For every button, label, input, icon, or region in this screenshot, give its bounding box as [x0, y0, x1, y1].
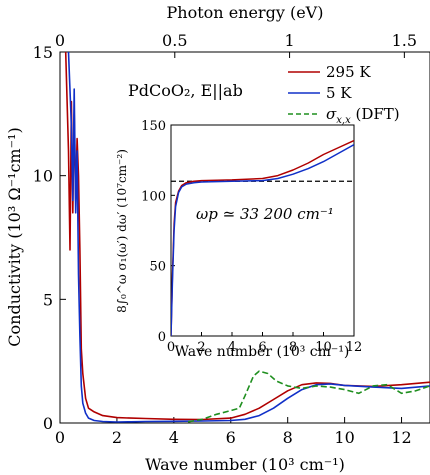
- inset-x-tick-label: 10: [315, 340, 332, 355]
- top-tick-label: 0.5: [162, 31, 187, 50]
- x-tick-label: 12: [391, 428, 411, 447]
- legend-dft-subscript: x,x: [336, 115, 351, 126]
- series-line-2: [187, 370, 430, 423]
- inset-plot-frame: [170, 124, 355, 337]
- inset-x-axis-label: Wave number (10³ cm⁻¹): [175, 344, 350, 360]
- legend-label-295k: 295 K: [326, 63, 371, 81]
- legend: 295 K 5 K σx,x (DFT): [288, 63, 400, 126]
- legend-dft-symbol: σ: [326, 105, 337, 123]
- inset-y-tick-label: 0: [158, 330, 166, 345]
- y-tick-label: 0: [43, 414, 53, 433]
- x-tick-label: 0: [55, 428, 65, 447]
- x-tick-label: 10: [334, 428, 354, 447]
- inset-x-tick-label: 2: [197, 340, 205, 355]
- series-line-1: [67, 52, 430, 423]
- legend-dft-suffix: (DFT): [351, 105, 400, 123]
- x-tick-label: 2: [112, 428, 122, 447]
- y-tick-label: 5: [43, 290, 53, 309]
- inset-x-tick-label: 6: [258, 340, 266, 355]
- x-tick-label: 6: [226, 428, 236, 447]
- inset-series-line-1: [171, 144, 354, 336]
- inset-x-tick-label: 4: [228, 340, 236, 355]
- top-tick-label: 1: [284, 31, 294, 50]
- y-tick-label: 15: [33, 43, 53, 62]
- legend-label-dft: σx,x (DFT): [326, 105, 400, 126]
- x-tick-label: 8: [283, 428, 293, 447]
- inset-y-tick-label: 150: [141, 119, 166, 134]
- inset-x-tick-label: 12: [346, 340, 363, 355]
- y-tick-label: 10: [33, 167, 53, 186]
- inset-x-tick-label: 0: [167, 340, 175, 355]
- y-axis-label: Conductivity (10³ Ω⁻¹cm⁻¹): [5, 127, 24, 346]
- top-tick-label: 1.5: [392, 31, 417, 50]
- sample-annotation: PdCoO₂, E||ab: [128, 81, 243, 100]
- inset-y-tick-label: 50: [149, 260, 166, 275]
- legend-label-5k: 5 K: [326, 84, 352, 102]
- top-tick-label: 0: [55, 31, 65, 50]
- x-axis-label: Wave number (10³ cm⁻¹): [145, 455, 345, 474]
- inset-y-axis-label: 8∫₀^ω σ₁(ω′) dω′ (10⁷cm⁻²): [115, 149, 129, 313]
- inset-x-tick-label: 8: [289, 340, 297, 355]
- inset-annotation: ωp ≃ 33 200 cm⁻¹: [196, 205, 334, 223]
- top-axis-label: Photon energy (eV): [167, 3, 324, 22]
- inset-y-tick-label: 100: [141, 189, 166, 204]
- x-tick-label: 4: [169, 428, 179, 447]
